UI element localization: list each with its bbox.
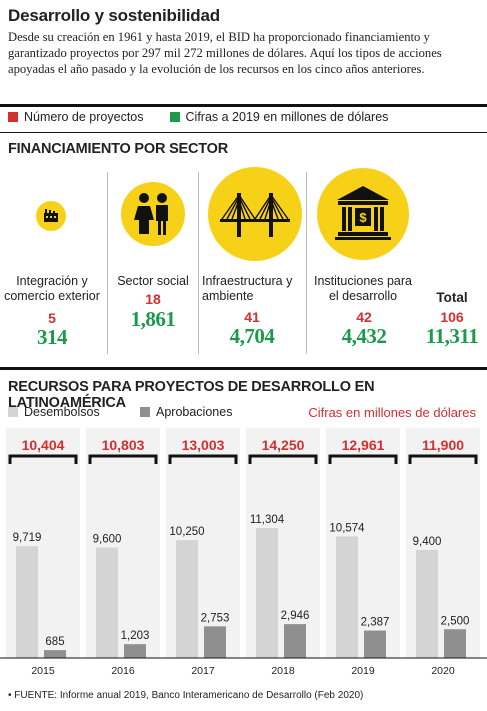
legend-top: Número de proyectos Cifras a 2019 en mil… bbox=[8, 110, 388, 124]
sector-projects: 41 bbox=[244, 309, 260, 325]
bar-desembolsos bbox=[16, 546, 38, 658]
source-note: • FUENTE: Informe anual 2019, Banco Inte… bbox=[8, 690, 364, 701]
bar-aprobaciones bbox=[364, 630, 386, 658]
sector-label: Integración y comercio exterior bbox=[4, 274, 100, 303]
legend-projects-label: Número de proyectos bbox=[24, 110, 144, 124]
bar-label-desembolsos: 11,304 bbox=[250, 514, 285, 526]
page-title: Desarrollo y sostenibilidad bbox=[8, 6, 220, 25]
legend-amounts-swatch bbox=[169, 112, 180, 122]
people-icon-bg bbox=[121, 182, 185, 246]
sector-separator bbox=[107, 172, 108, 354]
total-label: 14,250 bbox=[262, 437, 305, 453]
bar-label-desembolsos: 9,600 bbox=[93, 534, 122, 546]
bar-label-aprobaciones: 2,500 bbox=[441, 615, 470, 627]
bar-label-aprobaciones: 2,946 bbox=[281, 610, 310, 622]
bar-label-desembolsos: 10,574 bbox=[329, 522, 365, 534]
legend-swatch bbox=[8, 407, 18, 417]
total-bracket bbox=[328, 454, 398, 464]
total-label: 12,961 bbox=[342, 437, 385, 453]
legend-label: Desembolsos bbox=[24, 405, 100, 419]
sector-separator bbox=[198, 172, 199, 354]
total-bracket bbox=[8, 454, 78, 464]
bar-desembolsos bbox=[416, 549, 438, 658]
total-bracket bbox=[168, 454, 238, 464]
legend-projects-swatch bbox=[8, 112, 18, 122]
bar-desembolsos bbox=[96, 547, 118, 658]
x-tick-label: 2020 bbox=[431, 665, 455, 677]
bar-label-desembolsos: 9,719 bbox=[13, 532, 42, 544]
total-label: 10,404 bbox=[22, 437, 65, 453]
x-tick-label: 2016 bbox=[111, 665, 135, 677]
total-label: 13,003 bbox=[182, 437, 225, 453]
bar-aprobaciones bbox=[444, 629, 466, 658]
institution-icon: $ bbox=[335, 186, 391, 240]
intro-text: Desde su creación en 1961 y hasta 2019, … bbox=[8, 30, 442, 76]
bar-aprobaciones bbox=[284, 624, 306, 658]
chart-legend: Desembolsos Aprobaciones Cifras en millo… bbox=[8, 405, 480, 421]
total-label: 11,900 bbox=[422, 437, 464, 453]
bar-label-aprobaciones: 685 bbox=[45, 636, 64, 648]
bar-chart: 10,404 9,719 685 2015 10,803 9,600 1,203 2016 13… bbox=[0, 428, 487, 677]
bar-label-aprobaciones: 2,753 bbox=[201, 612, 230, 624]
sector-label: Sector social bbox=[117, 274, 189, 288]
total-bracket bbox=[88, 454, 158, 464]
bar-aprobaciones bbox=[124, 644, 146, 658]
bridge-icon-bg bbox=[208, 167, 302, 261]
chart-title: RECURSOS PARA PROYECTOS DE DESARROLLO EN… bbox=[8, 379, 375, 411]
bar-desembolsos bbox=[176, 540, 198, 658]
bar-aprobaciones bbox=[204, 626, 226, 658]
total-label: 10,803 bbox=[102, 437, 145, 453]
x-tick-label: 2018 bbox=[271, 665, 295, 677]
x-tick-label: 2015 bbox=[31, 665, 55, 677]
divider bbox=[0, 132, 487, 133]
total-bracket bbox=[408, 454, 478, 464]
total-label: Total bbox=[436, 290, 468, 305]
bar-desembolsos bbox=[256, 528, 278, 658]
legend-item-desembolsos: Desembolsos bbox=[8, 405, 100, 419]
total-projects: 106 bbox=[440, 309, 464, 325]
unit-note: Cifras en millones de dólares bbox=[308, 405, 476, 420]
sector-projects: 42 bbox=[356, 309, 372, 325]
svg-text:$: $ bbox=[359, 210, 367, 225]
sector-section-title: FINANCIAMIENTO POR SECTOR bbox=[8, 141, 229, 157]
people-icon bbox=[134, 193, 168, 235]
legend-amounts-label: Cifras a 2019 en millones de dólares bbox=[185, 110, 389, 124]
total-bracket bbox=[248, 454, 318, 464]
divider bbox=[0, 104, 487, 107]
bar-label-aprobaciones: 2,387 bbox=[361, 617, 390, 629]
divider bbox=[0, 367, 487, 370]
sector-separator bbox=[306, 172, 307, 354]
bar-label-aprobaciones: 1,203 bbox=[121, 630, 150, 642]
factory-icon bbox=[44, 209, 58, 222]
sector-label: Instituciones para el desarrollo bbox=[314, 274, 412, 303]
sector-amount: 1,861 bbox=[130, 307, 176, 331]
bar-label-desembolsos: 9,400 bbox=[413, 536, 442, 548]
sector-amount: 4,704 bbox=[229, 324, 275, 348]
sector-projects: 5 bbox=[48, 310, 56, 326]
x-tick-label: 2017 bbox=[191, 665, 215, 677]
total-amount: 11,311 bbox=[425, 324, 479, 348]
bar-desembolsos bbox=[336, 536, 358, 658]
bridge-icon bbox=[220, 193, 290, 237]
x-tick-label: 2019 bbox=[351, 665, 375, 677]
legend-item-aprobaciones: Aprobaciones bbox=[140, 405, 232, 419]
bar-label-desembolsos: 10,250 bbox=[169, 526, 204, 538]
sector-amount: 4,432 bbox=[341, 324, 387, 348]
sector-label: Infraestructura y ambiente bbox=[202, 274, 293, 303]
bar-aprobaciones bbox=[44, 650, 66, 658]
sector-projects: 18 bbox=[145, 291, 161, 307]
legend-swatch bbox=[140, 407, 150, 417]
legend-label: Aprobaciones bbox=[156, 405, 233, 419]
sector-amount: 314 bbox=[37, 325, 68, 349]
